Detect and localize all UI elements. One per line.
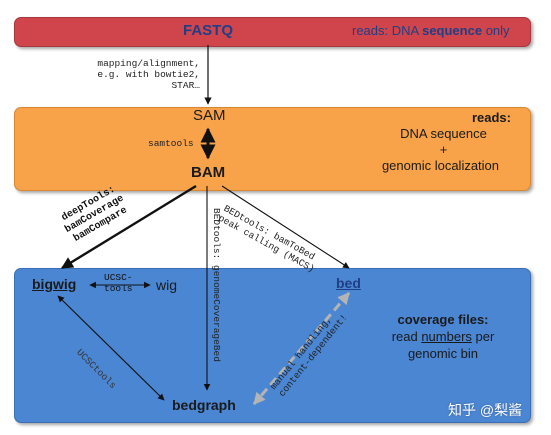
genomecoveragebed-label: BEDtools: genomeCoverageBed [211,208,222,362]
bed-bedgraph-dashed-arrow [252,292,351,405]
coverage-files-title: coverage files: [397,312,489,327]
mapping-line1: mapping/alignment, [97,58,200,69]
fastq-desc-bold: sequence [422,23,483,38]
samtools-label: samtools [148,138,194,149]
fastq-label: FASTQ [183,22,234,39]
fastq-desc-suffix: only [482,23,510,38]
sam-bam-box [14,107,531,191]
mapping-text: mapping/alignment, e.g. with bowtie2, ST… [60,58,200,91]
bam-to-bigwig-arrow [60,184,197,270]
genomic-bin-line: genomic bin [407,346,479,361]
coverage-read-line: read numbers per [378,328,508,345]
watermark: 知乎 @梨酱 [448,402,523,418]
mapping-line2: e.g. with bowtie2, [97,69,200,80]
read-prefix: read [391,329,422,344]
bigwig-label: bigwig [32,276,77,292]
bam-to-bed-arrow [221,185,350,269]
reads-plus: + [439,142,448,157]
numbers-word: numbers [421,329,472,344]
coverage-files-description: coverage files: read numbers per genomic… [378,311,508,362]
reads-label: reads: [471,110,511,125]
bigwig-bedgraph-double-arrow [57,295,165,401]
bedgraph-label: bedgraph [172,397,236,413]
mapping-line3: STAR… [171,80,200,91]
bam-label: BAM [191,164,226,181]
fastq-box [14,17,531,47]
ucsc-line1: UCSC- [104,272,133,283]
bed-label: bed [336,275,361,291]
reads-line2: genomic localization [381,158,500,173]
sam-label: SAM [193,107,226,124]
ucsc-line2: tools [104,283,133,294]
wig-label: wig [156,277,178,293]
read-suffix: per [471,329,495,344]
fastq-description: reads: DNA sequence only [352,23,510,38]
reads-line1: DNA sequence [400,126,487,141]
reads-description: reads: DNA sequence + genomic localizati… [376,110,511,174]
ucsc-tools-label: UCSC- tools [104,272,133,294]
fastq-desc-prefix: reads: DNA [352,23,423,38]
